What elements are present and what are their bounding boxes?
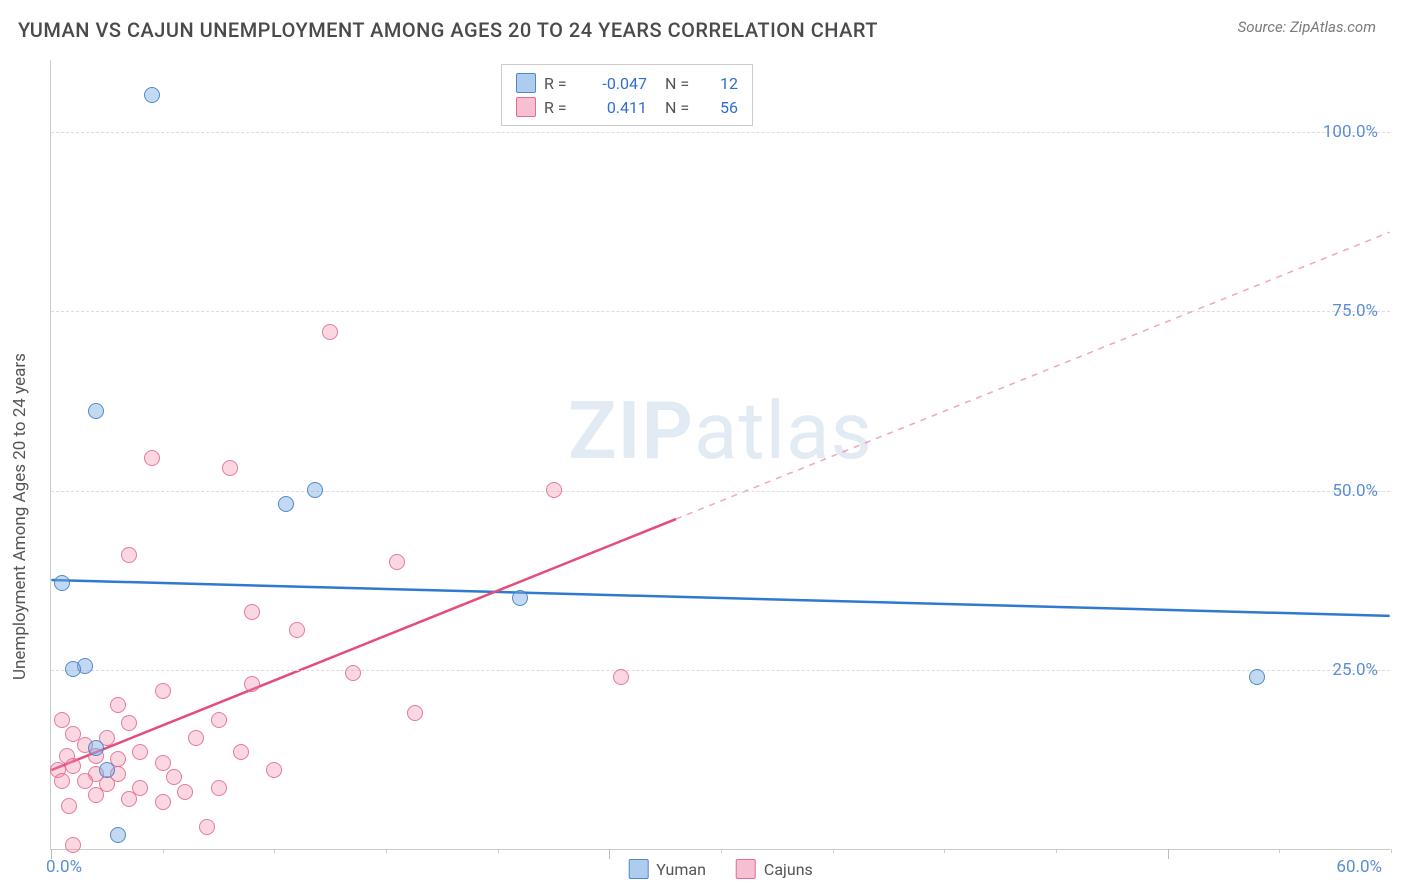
x-tick-major (1168, 849, 1169, 859)
data-point-pink (211, 780, 227, 796)
data-point-blue (88, 403, 104, 419)
data-point-blue (278, 496, 294, 512)
data-point-pink (613, 669, 629, 685)
data-point-blue (99, 762, 115, 778)
data-point-pink (266, 762, 282, 778)
data-point-pink (289, 622, 305, 638)
data-point-pink (177, 784, 193, 800)
watermark-text: ZIPatlas (568, 384, 873, 478)
x-tick-minor (386, 849, 387, 853)
legend-r-label: R = (544, 74, 579, 93)
legend-item: Yuman (628, 859, 706, 879)
legend-n-value: 12 (708, 74, 738, 93)
y-tick-label: 25.0% (1332, 660, 1378, 680)
gridline-h (51, 132, 1390, 133)
watermark-atlas: atlas (694, 384, 873, 478)
data-point-pink (121, 791, 137, 807)
data-point-pink (233, 744, 249, 760)
legend-r-value: -0.047 (587, 74, 647, 93)
data-point-pink (54, 773, 70, 789)
source-credit: Source: ZipAtlas.com (1238, 18, 1376, 36)
legend-n-label: N = (665, 98, 700, 117)
data-point-pink (199, 819, 215, 835)
legend-swatch (736, 859, 756, 879)
data-point-pink (155, 794, 171, 810)
x-tick-minor (1391, 849, 1392, 853)
data-point-pink (322, 324, 338, 340)
x-tick-minor (721, 849, 722, 853)
gridline-h (51, 491, 1390, 492)
data-point-pink (121, 715, 137, 731)
data-point-blue (54, 575, 70, 591)
data-point-pink (88, 787, 104, 803)
x-tick-minor (944, 849, 945, 853)
data-point-pink (389, 554, 405, 570)
x-tick-minor (833, 849, 834, 853)
data-point-pink (65, 837, 81, 853)
x-tick-minor (1279, 849, 1280, 853)
data-point-pink (61, 798, 77, 814)
data-point-pink (155, 755, 171, 771)
x-tick-minor (498, 849, 499, 853)
data-point-pink (132, 744, 148, 760)
data-point-pink (144, 450, 160, 466)
data-point-pink (546, 482, 562, 498)
page-title: YUMAN VS CAJUN UNEMPLOYMENT AMONG AGES 2… (18, 18, 878, 42)
legend-r-value: 0.411 (587, 98, 647, 117)
data-point-pink (244, 676, 260, 692)
x-tick-minor (163, 849, 164, 853)
trend-lines-svg (51, 60, 1390, 849)
data-point-blue (144, 87, 160, 103)
data-point-blue (512, 590, 528, 606)
y-tick-label: 50.0% (1332, 481, 1378, 501)
data-point-blue (65, 661, 81, 677)
data-point-pink (65, 758, 81, 774)
data-point-pink (110, 697, 126, 713)
data-point-blue (110, 827, 126, 843)
legend-swatch (628, 859, 648, 879)
data-point-pink (155, 683, 171, 699)
legend-item: Cajuns (736, 859, 813, 879)
legend-r-label: R = (544, 98, 579, 117)
x-tick-minor (1056, 849, 1057, 853)
data-point-pink (54, 712, 70, 728)
data-point-pink (244, 604, 260, 620)
data-point-pink (188, 730, 204, 746)
legend-swatch (516, 73, 536, 93)
legend-row: R = 0.411 N = 56 (516, 95, 738, 119)
data-point-blue (307, 482, 323, 498)
x-tick-minor (274, 849, 275, 853)
y-tick-label: 100.0% (1323, 122, 1378, 142)
watermark-zip: ZIP (568, 384, 694, 478)
correlation-legend: R = -0.047 N = 12 R = 0.411 N = 56 (501, 64, 753, 126)
legend-n-label: N = (665, 74, 700, 93)
y-axis-label: Unemployment Among Ages 20 to 24 years (10, 353, 30, 680)
legend-n-value: 56 (708, 98, 738, 117)
y-tick-label: 75.0% (1332, 301, 1378, 321)
legend-row: R = -0.047 N = 12 (516, 71, 738, 95)
x-tick-label-first: 0.0% (46, 857, 82, 877)
legend-swatch (516, 97, 536, 117)
data-point-blue (1249, 669, 1265, 685)
data-point-blue (88, 740, 104, 756)
x-tick-label-last: 60.0% (1336, 857, 1382, 877)
data-point-pink (166, 769, 182, 785)
data-point-pink (77, 773, 93, 789)
data-point-pink (121, 547, 137, 563)
gridline-h (51, 670, 1390, 671)
legend-series-label: Yuman (656, 860, 706, 879)
data-point-pink (222, 460, 238, 476)
data-point-pink (211, 712, 227, 728)
gridline-h (51, 311, 1390, 312)
data-point-pink (345, 665, 361, 681)
chart-plot-area: ZIPatlas R =-0.047N =12R =0.411N =56 Yum… (50, 60, 1390, 850)
x-tick-major (609, 849, 610, 859)
data-point-pink (407, 705, 423, 721)
series-legend: Yuman Cajuns (628, 859, 813, 879)
legend-series-label: Cajuns (764, 860, 813, 879)
